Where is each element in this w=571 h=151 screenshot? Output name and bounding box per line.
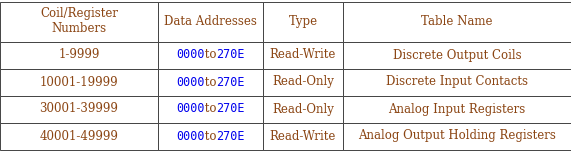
Text: to: to	[201, 48, 220, 61]
Text: Read-Only: Read-Only	[272, 103, 334, 116]
Text: 0000: 0000	[176, 76, 205, 88]
Bar	[343, 69, 571, 95]
Bar	[0, 95, 158, 122]
Bar	[263, 2, 343, 42]
Text: 0000: 0000	[176, 48, 205, 61]
Text: Discrete Input Contacts: Discrete Input Contacts	[386, 76, 528, 88]
Bar	[158, 2, 263, 42]
Bar	[343, 42, 571, 69]
Bar	[158, 95, 263, 122]
Text: Read-Write: Read-Write	[270, 48, 336, 61]
Bar	[343, 2, 571, 42]
Text: Table Name: Table Name	[421, 15, 493, 28]
Bar	[158, 69, 263, 95]
Bar	[0, 2, 158, 42]
Bar	[263, 122, 343, 149]
Bar	[0, 69, 158, 95]
Bar	[343, 122, 571, 149]
Text: Discrete Output Coils: Discrete Output Coils	[393, 48, 521, 61]
Text: Read-Write: Read-Write	[270, 130, 336, 143]
Text: 40001-49999: 40001-49999	[39, 130, 118, 143]
Text: 0000: 0000	[176, 103, 205, 116]
Text: 270E: 270E	[216, 103, 244, 116]
Text: Type: Type	[288, 15, 317, 28]
Bar	[0, 42, 158, 69]
Text: Data Addresses: Data Addresses	[164, 15, 257, 28]
Text: 10001-19999: 10001-19999	[40, 76, 118, 88]
Text: Analog Input Registers: Analog Input Registers	[388, 103, 526, 116]
Bar	[263, 42, 343, 69]
Text: 0000: 0000	[176, 130, 205, 143]
Bar	[158, 42, 263, 69]
Text: Analog Output Holding Registers: Analog Output Holding Registers	[358, 130, 556, 143]
Text: 270E: 270E	[216, 76, 244, 88]
Text: to: to	[201, 103, 220, 116]
Text: Coil/Register
Numbers: Coil/Register Numbers	[40, 8, 118, 35]
Text: Read-Only: Read-Only	[272, 76, 334, 88]
Text: 30001-39999: 30001-39999	[39, 103, 118, 116]
Text: to: to	[201, 76, 220, 88]
Bar	[263, 95, 343, 122]
Bar	[263, 69, 343, 95]
Bar	[158, 122, 263, 149]
Text: 270E: 270E	[216, 130, 244, 143]
Text: 270E: 270E	[216, 48, 244, 61]
Bar	[0, 122, 158, 149]
Text: to: to	[201, 130, 220, 143]
Text: 1-9999: 1-9999	[58, 48, 100, 61]
Bar	[343, 95, 571, 122]
